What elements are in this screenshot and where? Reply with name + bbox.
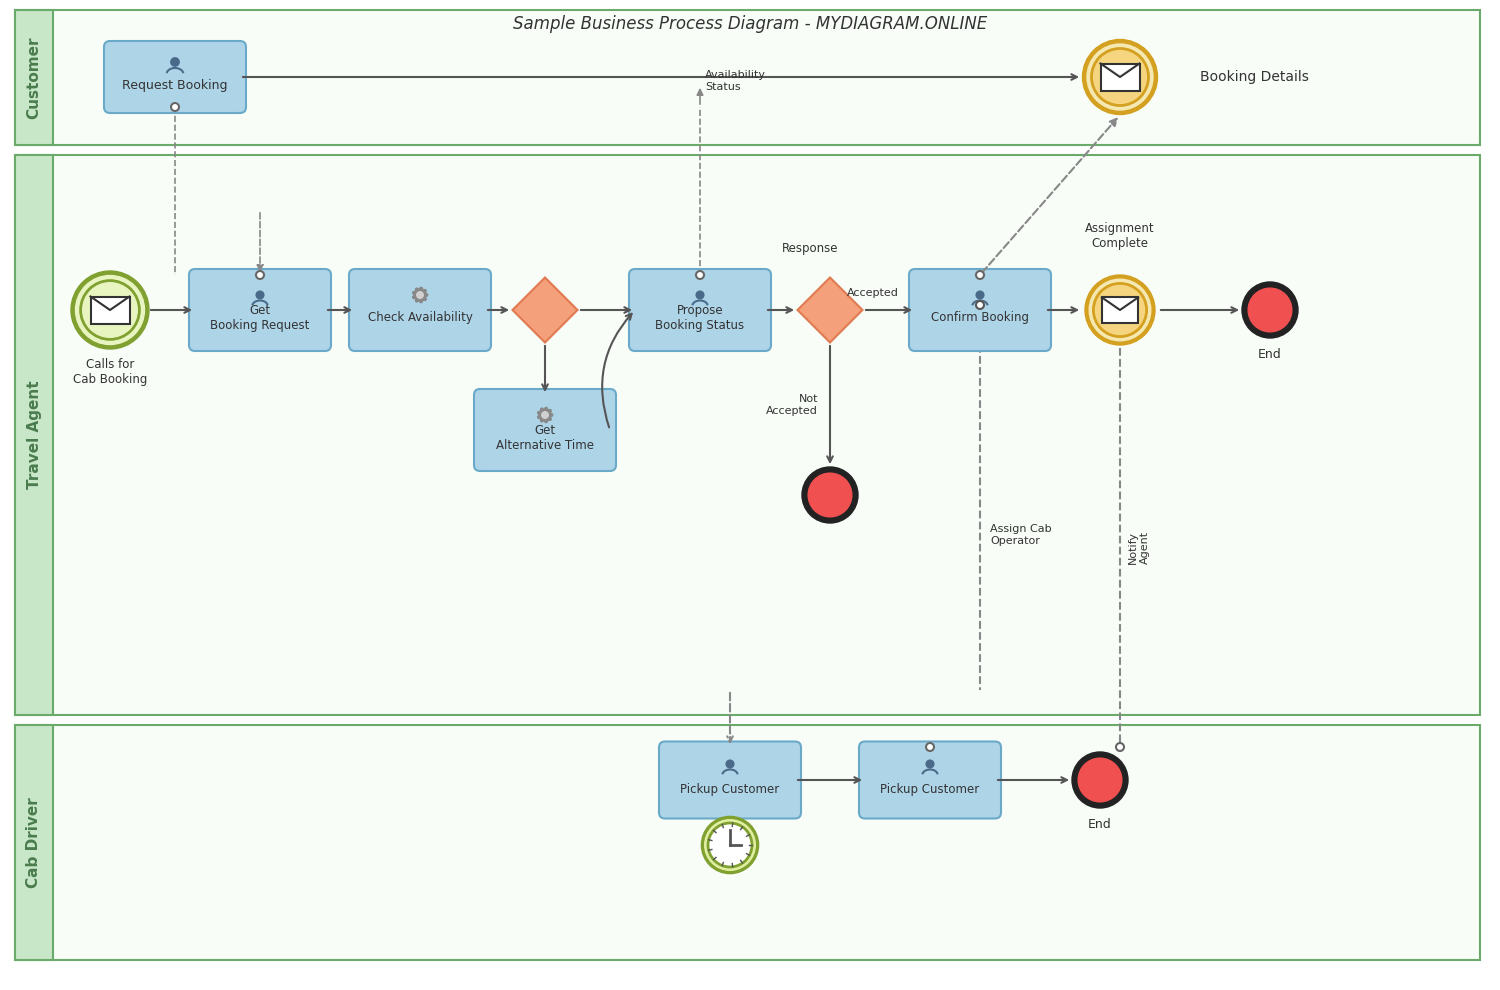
Circle shape [537, 416, 540, 419]
Circle shape [542, 412, 549, 419]
Text: Accepted: Accepted [846, 288, 898, 298]
FancyBboxPatch shape [15, 725, 52, 960]
Text: Sample Business Process Diagram - MYDIAGRAM.ONLINE: Sample Business Process Diagram - MYDIAG… [513, 15, 987, 33]
Text: Request Booking: Request Booking [123, 78, 228, 91]
FancyBboxPatch shape [90, 296, 129, 324]
FancyBboxPatch shape [15, 155, 52, 715]
Circle shape [256, 291, 264, 299]
Circle shape [726, 760, 734, 768]
Circle shape [705, 820, 756, 870]
FancyBboxPatch shape [15, 725, 1480, 960]
Circle shape [423, 290, 426, 292]
Circle shape [171, 57, 178, 66]
Text: Response: Response [782, 242, 838, 255]
FancyBboxPatch shape [15, 155, 1480, 715]
Circle shape [413, 296, 416, 299]
Text: Propose
Booking Status: Propose Booking Status [656, 304, 744, 332]
FancyBboxPatch shape [1102, 297, 1138, 323]
Circle shape [1242, 282, 1298, 338]
Circle shape [413, 291, 416, 294]
Circle shape [417, 292, 423, 298]
Text: Confirm Booking: Confirm Booking [932, 312, 1029, 325]
Text: Travel Agent: Travel Agent [27, 381, 42, 489]
Circle shape [256, 271, 264, 279]
Circle shape [696, 271, 703, 279]
Text: Customer: Customer [27, 37, 42, 119]
Circle shape [544, 420, 548, 423]
Polygon shape [513, 277, 578, 343]
FancyBboxPatch shape [350, 269, 490, 351]
Text: Check Availability: Check Availability [368, 312, 472, 325]
Circle shape [81, 280, 140, 340]
FancyBboxPatch shape [658, 742, 801, 819]
Circle shape [802, 467, 858, 523]
Circle shape [550, 414, 552, 417]
Circle shape [538, 409, 550, 421]
Circle shape [70, 271, 148, 349]
Circle shape [926, 743, 934, 751]
Text: End: End [1088, 818, 1112, 831]
Text: Get
Alternative Time: Get Alternative Time [496, 424, 594, 452]
FancyBboxPatch shape [1101, 63, 1140, 90]
Circle shape [420, 300, 423, 303]
FancyBboxPatch shape [859, 742, 1000, 819]
Circle shape [416, 299, 419, 302]
Text: Pickup Customer: Pickup Customer [681, 783, 780, 797]
Circle shape [416, 288, 419, 291]
Circle shape [1089, 279, 1150, 341]
Circle shape [696, 291, 703, 299]
Circle shape [1084, 275, 1155, 345]
Circle shape [976, 291, 984, 299]
Circle shape [420, 287, 423, 290]
Text: Notify
Agent: Notify Agent [1128, 531, 1149, 564]
Circle shape [1072, 752, 1128, 808]
Circle shape [926, 760, 934, 768]
Circle shape [1088, 44, 1154, 110]
Text: Cab Driver: Cab Driver [27, 797, 42, 888]
Circle shape [540, 408, 543, 411]
Circle shape [1116, 743, 1124, 751]
Text: Pickup Customer: Pickup Customer [880, 783, 980, 797]
Circle shape [537, 412, 540, 414]
Circle shape [544, 408, 548, 410]
Circle shape [976, 271, 984, 279]
FancyBboxPatch shape [104, 41, 246, 113]
Text: Availability
Status: Availability Status [705, 70, 766, 92]
Circle shape [549, 410, 550, 412]
Circle shape [171, 103, 178, 111]
Circle shape [75, 275, 144, 345]
FancyBboxPatch shape [628, 269, 771, 351]
Circle shape [1094, 283, 1146, 337]
Circle shape [976, 301, 984, 309]
Circle shape [1083, 40, 1158, 115]
Circle shape [702, 817, 759, 873]
Circle shape [808, 473, 852, 517]
Circle shape [424, 294, 427, 296]
Polygon shape [798, 277, 862, 343]
Circle shape [1092, 49, 1149, 106]
Text: End: End [1258, 348, 1282, 361]
FancyBboxPatch shape [15, 10, 52, 145]
Circle shape [423, 298, 426, 300]
Text: Calls for
Cab Booking: Calls for Cab Booking [74, 358, 147, 386]
Text: Not
Accepted: Not Accepted [766, 394, 818, 416]
Circle shape [540, 419, 543, 422]
FancyBboxPatch shape [189, 269, 332, 351]
Circle shape [1248, 288, 1292, 332]
FancyBboxPatch shape [15, 10, 1480, 145]
Text: Get
Booking Request: Get Booking Request [210, 304, 309, 332]
Circle shape [1078, 758, 1122, 802]
FancyBboxPatch shape [909, 269, 1052, 351]
Circle shape [414, 289, 426, 301]
FancyBboxPatch shape [474, 389, 616, 471]
Circle shape [708, 823, 752, 867]
Text: Booking Details: Booking Details [1200, 70, 1310, 84]
Circle shape [549, 418, 550, 421]
Text: Assignment
Complete: Assignment Complete [1084, 222, 1155, 250]
Text: Assign Cab
Operator: Assign Cab Operator [990, 524, 1052, 545]
